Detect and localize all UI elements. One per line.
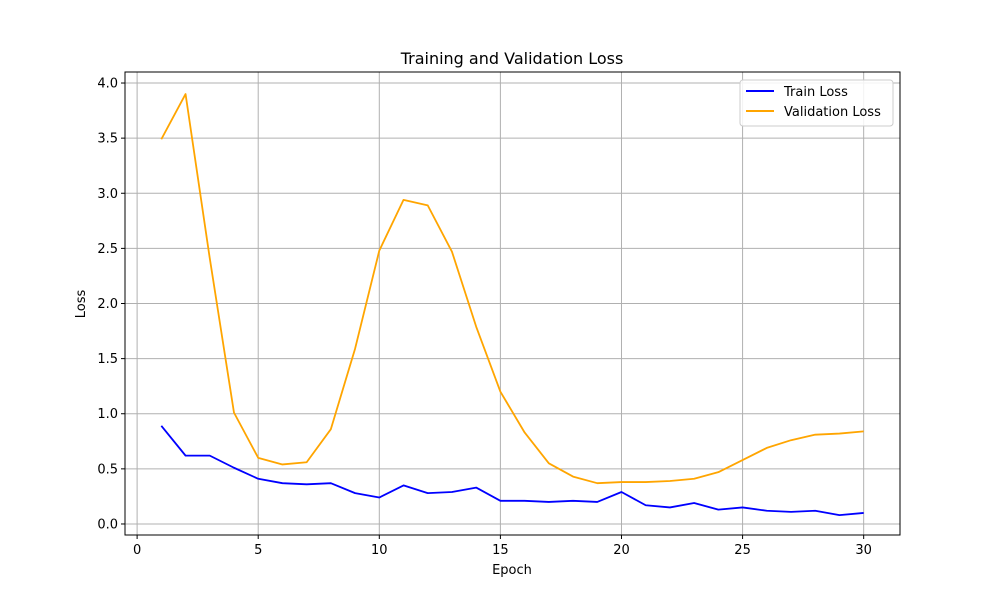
- data-point-validation-loss: [427, 204, 429, 206]
- x-axis-label: Epoch: [492, 563, 532, 578]
- data-point-validation-loss: [742, 459, 744, 461]
- data-point-train-loss: [645, 504, 647, 506]
- x-tick-label: 30: [855, 543, 872, 558]
- data-point-validation-loss: [693, 478, 695, 480]
- data-point-train-loss: [863, 512, 865, 514]
- data-point-validation-loss: [620, 481, 622, 483]
- data-point-validation-loss: [766, 447, 768, 449]
- data-point-train-loss: [693, 502, 695, 504]
- data-point-train-loss: [814, 510, 816, 512]
- data-point-train-loss: [354, 492, 356, 494]
- data-point-train-loss: [742, 506, 744, 508]
- legend-label-train-loss: Train Loss: [783, 85, 848, 100]
- y-tick-label: 1.5: [97, 352, 118, 367]
- data-point-train-loss: [669, 506, 671, 508]
- x-tick-label: 5: [254, 543, 262, 558]
- data-point-validation-loss: [717, 471, 719, 473]
- data-point-train-loss: [596, 501, 598, 503]
- x-axis: 0 5 10 15 20 25 30: [133, 535, 872, 558]
- data-point-train-loss: [766, 510, 768, 512]
- data-point-validation-loss: [814, 434, 816, 436]
- data-point-train-loss: [548, 501, 550, 503]
- data-point-train-loss: [306, 483, 308, 485]
- data-point-train-loss: [209, 455, 211, 457]
- data-point-train-loss: [185, 455, 187, 457]
- data-point-train-loss: [233, 467, 235, 469]
- data-point-validation-loss: [548, 462, 550, 464]
- data-point-train-loss: [572, 500, 574, 502]
- y-tick-label: 3.0: [97, 187, 118, 202]
- legend-box: [739, 79, 894, 127]
- data-point-train-loss: [717, 509, 719, 511]
- y-tick-label: 1.0: [97, 407, 118, 422]
- data-point-validation-loss: [524, 431, 526, 433]
- data-point-validation-loss: [863, 430, 865, 432]
- data-point-validation-loss: [160, 138, 162, 140]
- data-point-train-loss: [838, 514, 840, 516]
- data-point-validation-loss: [838, 433, 840, 435]
- y-tick-label: 2.0: [97, 297, 118, 312]
- data-point-train-loss: [524, 500, 526, 502]
- series-line-train-loss: [160, 425, 864, 517]
- data-point-train-loss: [451, 491, 453, 493]
- y-tick-label: 0.5: [97, 462, 118, 477]
- grid: [125, 72, 900, 535]
- y-tick-label: 2.5: [97, 242, 118, 257]
- y-tick-label: 4.0: [97, 77, 118, 92]
- data-point-train-loss: [475, 487, 477, 489]
- x-tick-label: 10: [371, 543, 388, 558]
- data-point-train-loss: [499, 500, 501, 502]
- data-point-validation-loss: [499, 391, 501, 393]
- x-tick-label: 25: [734, 543, 751, 558]
- data-point-validation-loss: [790, 439, 792, 441]
- y-tick-label: 3.5: [97, 132, 118, 147]
- x-tick-label: 20: [613, 543, 630, 558]
- chart-title: Training and Validation Loss: [400, 49, 624, 68]
- data-point-train-loss: [403, 484, 405, 486]
- data-point-train-loss: [281, 482, 283, 484]
- x-tick-label: 15: [492, 543, 509, 558]
- data-point-validation-loss: [378, 250, 380, 252]
- y-axis: 0.0 0.5 1.0 1.5 2.0 2.5 3.0 3.5 4.0: [97, 77, 125, 532]
- data-point-validation-loss: [281, 463, 283, 465]
- data-point-validation-loss: [354, 348, 356, 350]
- legend-label-validation-loss: Validation Loss: [784, 105, 881, 120]
- legend: Train Loss Validation Loss: [739, 79, 894, 127]
- data-point-train-loss: [620, 491, 622, 493]
- x-tick-label: 0: [133, 543, 141, 558]
- data-point-train-loss: [160, 425, 162, 427]
- data-point-train-loss: [790, 511, 792, 513]
- series-group: [160, 93, 865, 517]
- data-point-validation-loss: [257, 457, 259, 459]
- data-point-train-loss: [427, 492, 429, 494]
- data-point-validation-loss: [185, 93, 187, 95]
- data-point-validation-loss: [233, 412, 235, 414]
- series-line-validation-loss: [160, 93, 864, 485]
- data-point-validation-loss: [572, 476, 574, 478]
- data-point-validation-loss: [403, 199, 405, 201]
- data-point-train-loss: [378, 497, 380, 499]
- data-point-validation-loss: [306, 461, 308, 463]
- data-point-validation-loss: [209, 257, 211, 259]
- data-point-train-loss: [330, 482, 332, 484]
- data-point-validation-loss: [451, 251, 453, 253]
- y-tick-label: 0.0: [97, 517, 118, 532]
- data-point-validation-loss: [596, 482, 598, 484]
- data-point-validation-loss: [669, 480, 671, 482]
- data-point-validation-loss: [330, 428, 332, 430]
- data-point-validation-loss: [475, 326, 477, 328]
- data-point-train-loss: [257, 478, 259, 480]
- data-point-validation-loss: [645, 481, 647, 483]
- y-axis-label: Loss: [74, 290, 89, 319]
